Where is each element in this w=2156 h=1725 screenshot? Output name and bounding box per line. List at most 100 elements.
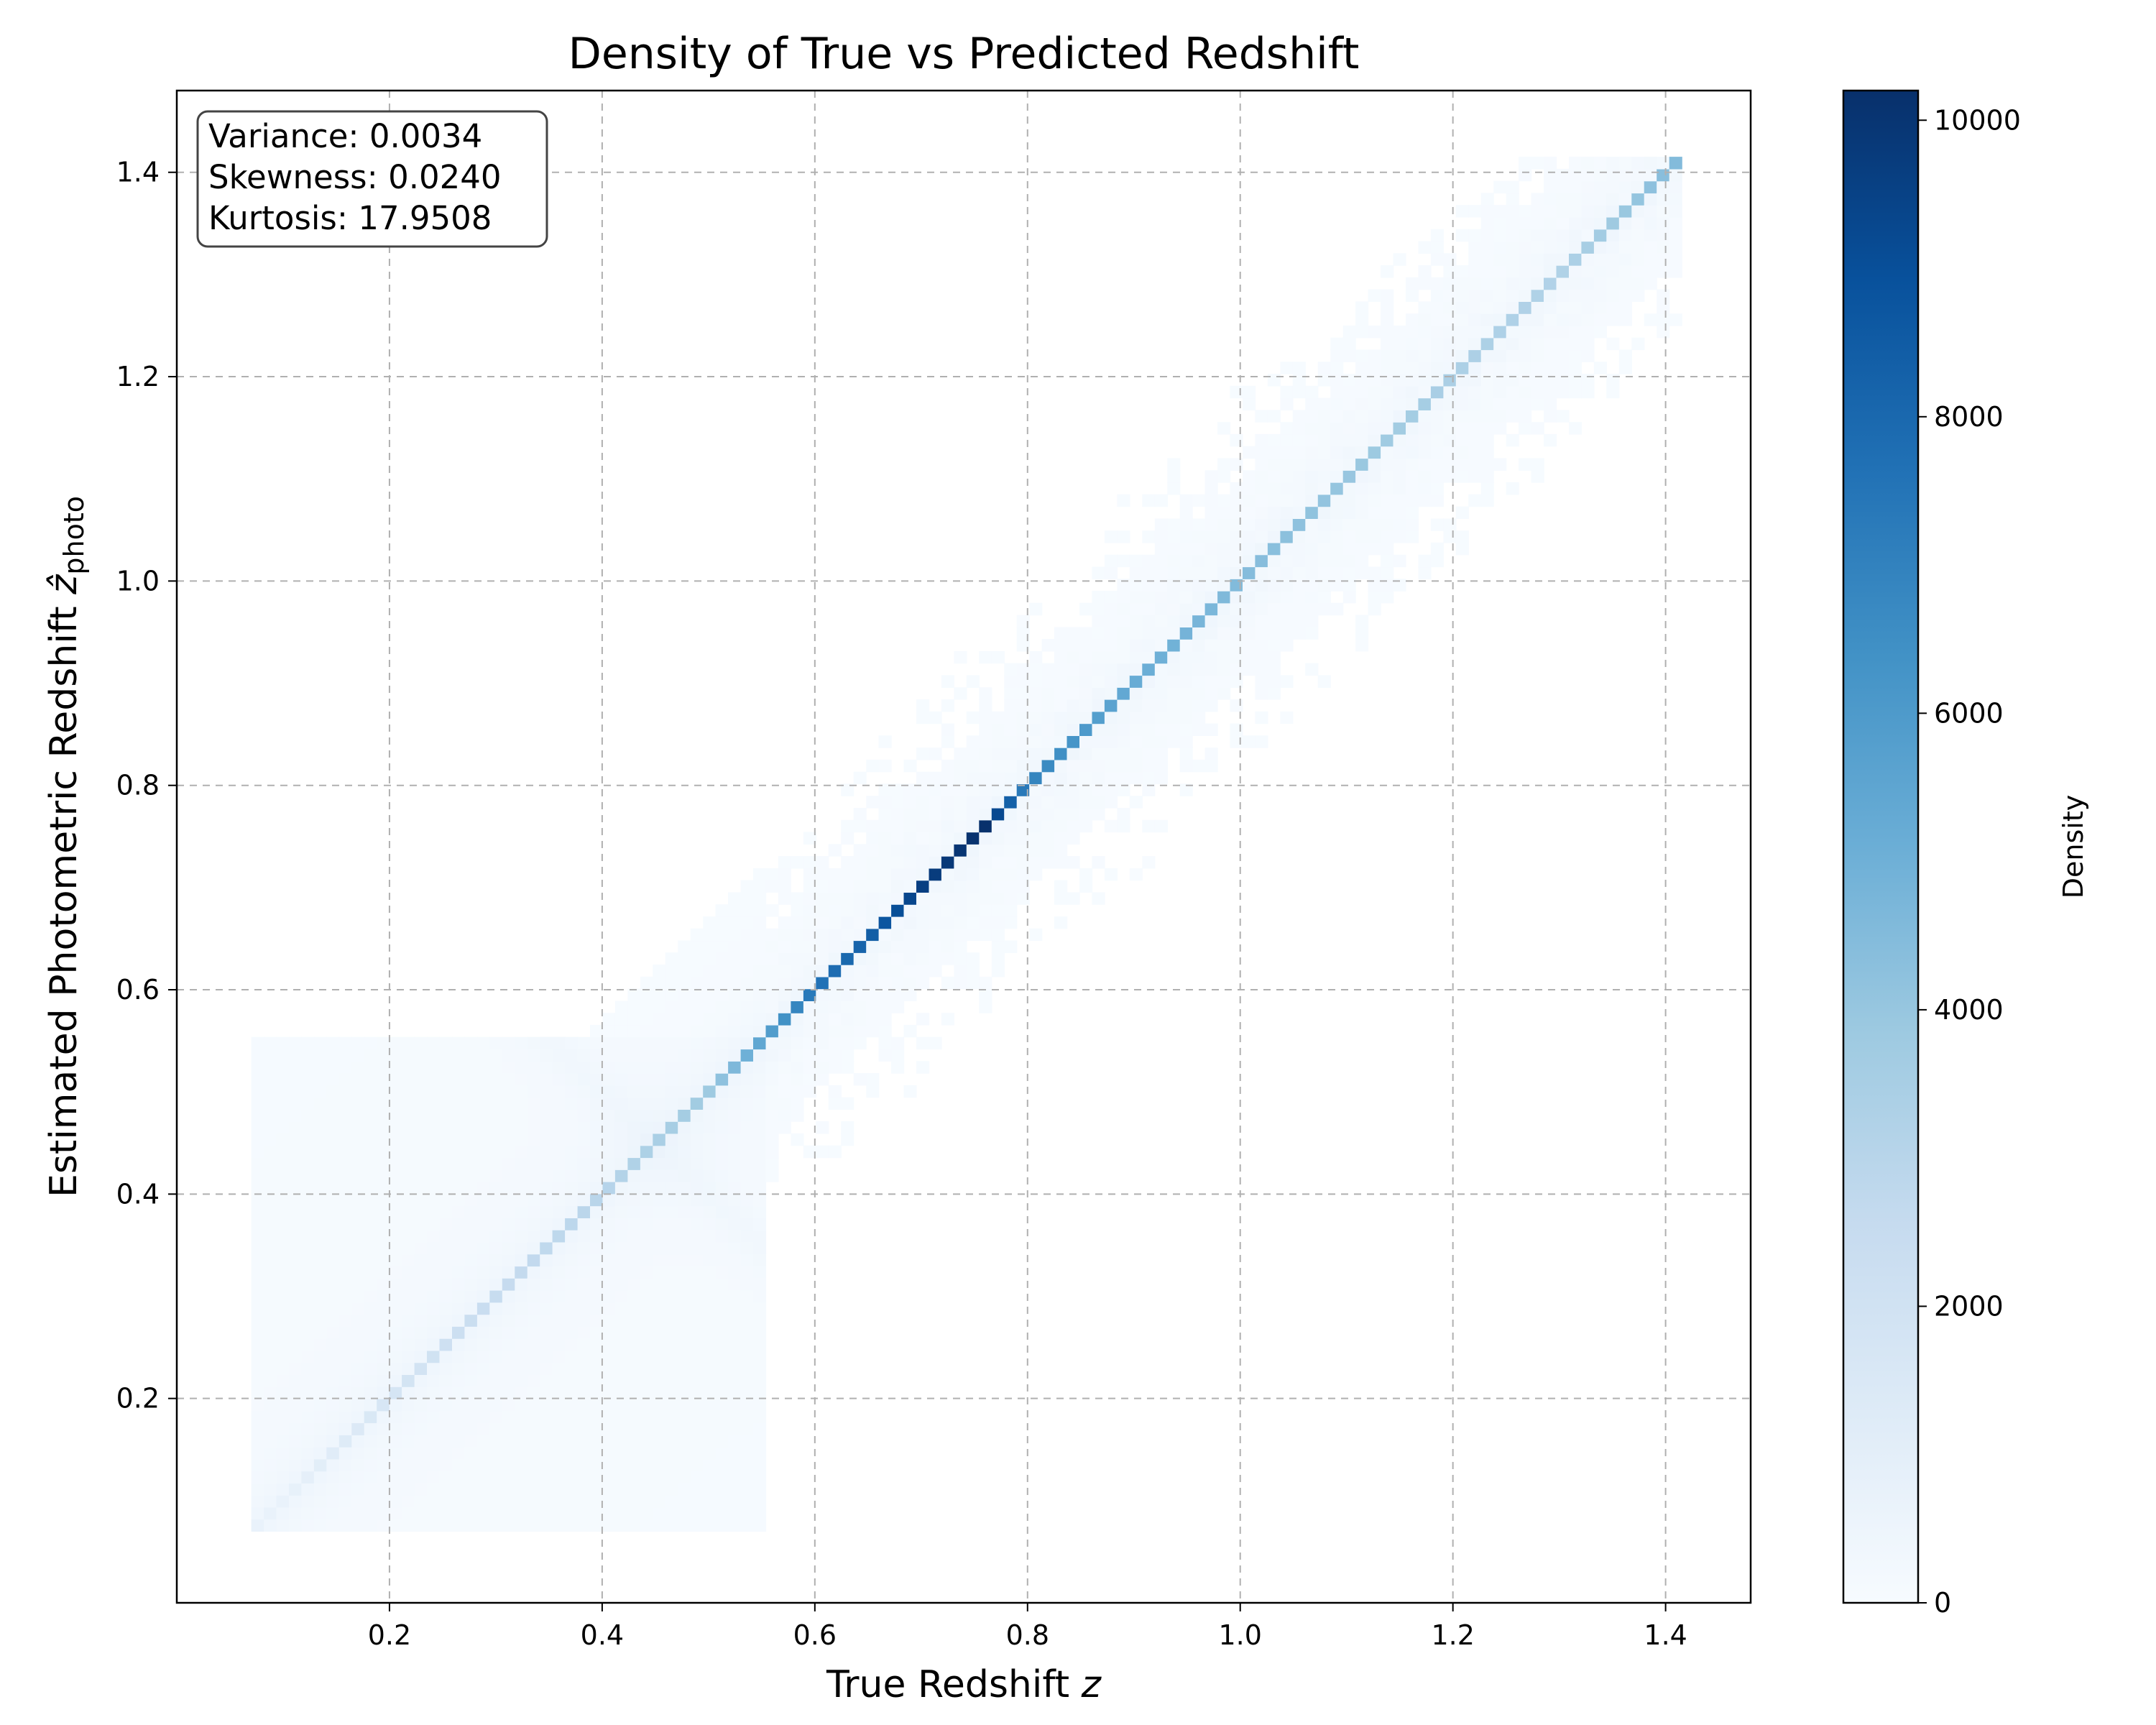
heatmap-cell (439, 1230, 453, 1243)
heatmap-cell (1117, 748, 1130, 760)
heatmap-cell (703, 1422, 717, 1435)
heatmap-cell (1154, 615, 1168, 627)
heatmap-cell (1280, 591, 1294, 604)
heatmap-cell (866, 976, 880, 990)
heatmap-cell (715, 1447, 729, 1460)
heatmap-cell (1406, 362, 1419, 374)
heatmap-cell (916, 856, 930, 869)
heatmap-cell (476, 1483, 490, 1496)
heatmap-cell (1142, 783, 1156, 796)
heatmap-cell (402, 1519, 415, 1532)
heatmap-cell (665, 1049, 678, 1062)
heatmap-cell (740, 1157, 754, 1170)
heatmap-cell (338, 1350, 352, 1363)
heatmap-cell (276, 1374, 290, 1387)
heatmap-cell (929, 1036, 942, 1050)
heatmap-cell (1067, 808, 1080, 821)
heatmap-cell (1305, 385, 1319, 399)
heatmap-cell (640, 1254, 653, 1267)
heatmap-cell (1267, 687, 1281, 700)
heatmap-cell (1029, 819, 1043, 833)
heatmap-cell (1179, 723, 1193, 736)
heatmap-cell (703, 1350, 717, 1363)
heatmap-cell (640, 1338, 653, 1351)
heatmap-cell (326, 1241, 340, 1255)
heatmap-cell (1506, 253, 1519, 266)
heatmap-cell (891, 904, 905, 917)
heatmap-cell (351, 1326, 365, 1339)
heatmap-cell (577, 1483, 591, 1496)
heatmap-cell (1430, 289, 1444, 302)
heatmap-cell (816, 916, 829, 929)
heatmap-cell (1544, 374, 1557, 387)
heatmap-cell (1544, 157, 1557, 170)
heatmap-cell (1556, 241, 1570, 254)
heatmap-cell (1519, 326, 1532, 339)
heatmap-cell (464, 1049, 478, 1062)
heatmap-cell (1016, 892, 1030, 905)
heatmap-cell (941, 856, 954, 869)
heatmap-cell (640, 1230, 653, 1243)
heatmap-cell (678, 1314, 691, 1327)
heatmap-cell (1004, 916, 1018, 929)
heatmap-cell (1669, 253, 1682, 266)
heatmap-cell (1179, 615, 1193, 627)
heatmap-cell (439, 1145, 453, 1159)
heatmap-cell (1142, 856, 1156, 869)
heatmap-cell (690, 1121, 704, 1134)
heatmap-cell (1292, 579, 1306, 592)
heatmap-cell (1255, 639, 1268, 652)
heatmap-cell (627, 988, 641, 1001)
x-tick-label: 1.2 (1431, 1619, 1474, 1651)
heatmap-cell (690, 1302, 704, 1315)
heatmap-cell (740, 1458, 754, 1472)
heatmap-cell (703, 1013, 717, 1026)
heatmap-cell (452, 1374, 466, 1387)
heatmap-cell (515, 1254, 528, 1267)
heatmap-cell (1054, 771, 1068, 785)
heatmap-cell (439, 1471, 453, 1484)
heatmap-cell (627, 1169, 641, 1182)
heatmap-cell (502, 1121, 515, 1134)
heatmap-cell (502, 1182, 515, 1195)
heatmap-cell (703, 1266, 717, 1279)
heatmap-cell (1593, 157, 1607, 170)
heatmap-cell (565, 1435, 579, 1448)
heatmap-cell (1067, 783, 1080, 796)
heatmap-cell (740, 1013, 754, 1026)
heatmap-cell (602, 1109, 616, 1122)
heatmap-cell (1631, 168, 1645, 182)
heatmap-cell (966, 832, 980, 845)
heatmap-cell (627, 1205, 641, 1218)
heatmap-cell (753, 1157, 767, 1170)
heatmap-cell (326, 1205, 340, 1218)
heatmap-cell (1255, 433, 1268, 447)
heatmap-cell (1531, 374, 1544, 387)
heatmap-cell (653, 1471, 666, 1484)
heatmap-cell (703, 1109, 717, 1122)
heatmap-cell (540, 1073, 553, 1086)
heatmap-cell (715, 904, 729, 917)
heatmap-cell (1556, 253, 1570, 266)
heatmap-cell (1267, 470, 1281, 483)
heatmap-cell (614, 1471, 628, 1484)
heatmap-cell (653, 1266, 666, 1279)
heatmap-cell (402, 1073, 415, 1086)
heatmap-cell (1581, 265, 1595, 278)
heatmap-cell (715, 1157, 729, 1170)
heatmap-cell (565, 1085, 579, 1098)
heatmap-cell (402, 1230, 415, 1243)
heatmap-cell (1054, 687, 1068, 700)
heatmap-cell (916, 808, 930, 821)
heatmap-cell (502, 1169, 515, 1182)
heatmap-cell (841, 940, 854, 953)
heatmap-cell (540, 1435, 553, 1448)
heatmap-cell (565, 1254, 579, 1267)
heatmap-cell (1317, 397, 1331, 410)
heatmap-cell (690, 976, 704, 990)
heatmap-cell (614, 1458, 628, 1472)
heatmap-cell (527, 1338, 540, 1351)
heatmap-cell (1393, 446, 1406, 459)
heatmap-cell (264, 1097, 277, 1110)
heatmap-cell (1004, 856, 1018, 869)
